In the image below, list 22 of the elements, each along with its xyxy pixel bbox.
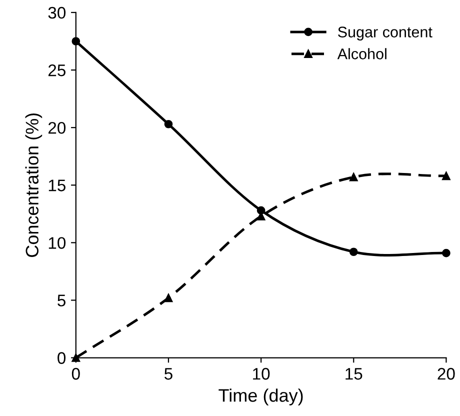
point	[442, 172, 450, 180]
y-tick-label: 30	[48, 6, 66, 19]
y-tick-label: 10	[48, 237, 66, 249]
point	[349, 172, 358, 182]
x-axis-title: Time (day)	[218, 388, 303, 406]
y-tick-label: 5	[58, 294, 66, 306]
y-axis-title: Concentration (%)	[25, 113, 42, 257]
x-tick-label: 20	[438, 368, 455, 380]
point	[442, 248, 450, 258]
x-tick-label: 5	[164, 368, 172, 380]
y-tick-label: 15	[48, 180, 66, 192]
point	[164, 120, 173, 128]
x-tick-label: 10	[253, 368, 270, 380]
legend-label: Sugar content	[338, 26, 432, 40]
legend-label: Alcohol	[337, 48, 386, 60]
point	[349, 248, 358, 256]
y-tick-label: 20	[48, 122, 66, 134]
y-tick-label: 25	[48, 64, 66, 76]
point	[164, 294, 173, 302]
y-tick-label: 0	[58, 352, 66, 364]
x-tick-label: 15	[346, 368, 362, 380]
x-tick-label: 0	[72, 368, 80, 380]
